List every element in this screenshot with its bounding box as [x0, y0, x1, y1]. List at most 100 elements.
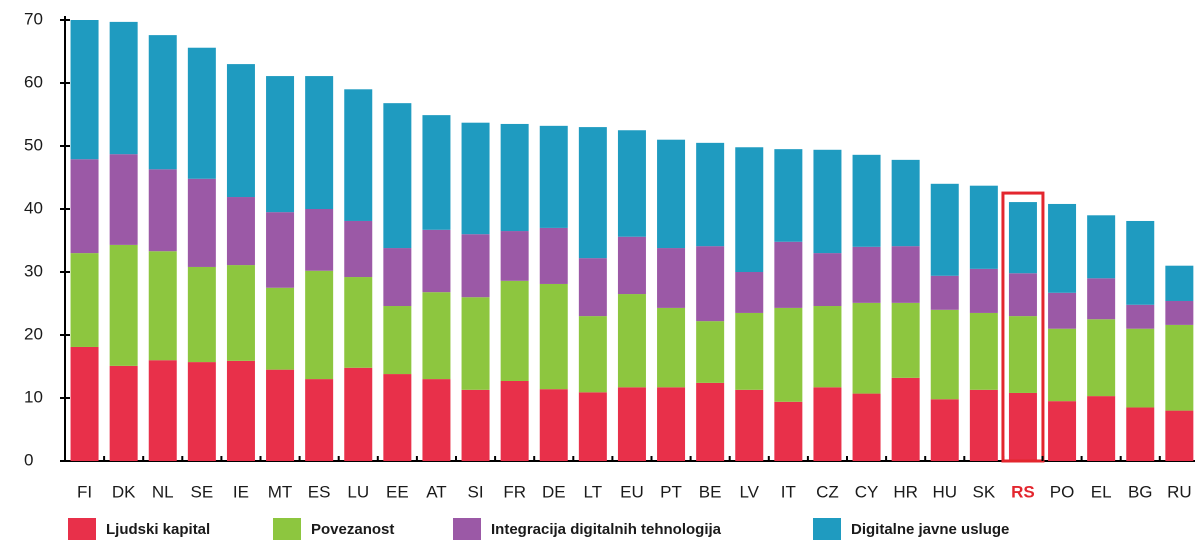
x-tick-label: IE [233, 482, 249, 501]
bar-segment [1126, 328, 1155, 408]
x-tick-label: FR [503, 482, 526, 501]
x-tick-label: ES [308, 482, 331, 501]
y-tick-label: 40 [24, 198, 43, 217]
bar-segment [1008, 202, 1037, 274]
bar-segment [852, 302, 881, 394]
x-tick-label: LV [739, 482, 759, 501]
bar-segment [891, 159, 920, 247]
bar-segment [657, 139, 686, 249]
bar-segment [383, 103, 412, 249]
bar-segment [226, 197, 255, 266]
y-tick-label: 0 [24, 450, 33, 469]
bar-segment [1126, 304, 1155, 329]
x-tick-label: LU [347, 482, 369, 501]
bar-segment [461, 297, 490, 390]
bar-segment [148, 35, 177, 170]
y-tick-label: 70 [24, 9, 43, 28]
bar-segment [1165, 300, 1194, 325]
bar-segment [774, 401, 803, 461]
bar-segment [1087, 278, 1116, 320]
bar-segment [657, 248, 686, 308]
bar-segment [266, 76, 295, 213]
bar-segment [930, 183, 959, 276]
bar-segment [500, 280, 529, 381]
bar-segment [891, 302, 920, 378]
bar-segment [852, 393, 881, 461]
y-tick-label: 60 [24, 72, 43, 91]
legend-swatch [813, 518, 841, 540]
bar-segment [813, 387, 842, 461]
bar-segment [344, 89, 373, 221]
bar-segment [500, 231, 529, 281]
x-tick-label: PO [1050, 482, 1075, 501]
bar-segment [578, 127, 607, 259]
x-tick-label: EL [1091, 482, 1112, 501]
bar-segment [1048, 203, 1077, 293]
bar-segment [539, 389, 568, 461]
bar-segment [735, 272, 764, 313]
bar-segment [500, 380, 529, 461]
x-tick-label: MT [268, 482, 293, 501]
bar-segment [813, 253, 842, 307]
bar-segment [1048, 328, 1077, 402]
legend-label: Integracija digitalnih tehnologija [491, 521, 722, 538]
bar-segment [109, 154, 138, 245]
x-tick-label: DK [112, 482, 136, 501]
bar-segment [930, 275, 959, 310]
x-tick-label: CY [855, 482, 879, 501]
bar-segment [539, 227, 568, 284]
bar-segment [422, 292, 451, 380]
x-tick-label: IT [781, 482, 796, 501]
x-tick-label: EE [386, 482, 409, 501]
x-tick-label: HR [893, 482, 918, 501]
bar-segment [70, 346, 99, 461]
bar-segment [696, 246, 725, 322]
bar-segment [696, 142, 725, 247]
bar-segment [539, 283, 568, 390]
legend-swatch [453, 518, 481, 540]
x-tick-label: SE [191, 482, 214, 501]
bar-segment [383, 248, 412, 307]
highlight-box [1001, 191, 1045, 463]
bar-segment [500, 123, 529, 232]
x-tick-label: SK [973, 482, 996, 501]
bar-segment [344, 367, 373, 461]
bar-segment [109, 21, 138, 155]
bar-segment [813, 149, 842, 254]
x-tick-label: LT [584, 482, 603, 501]
bar-segment [226, 64, 255, 198]
bar-segment [930, 399, 959, 461]
bar-segment [70, 159, 99, 254]
bar-segment [70, 20, 99, 160]
bar-segment [969, 389, 998, 461]
bar-segment [539, 125, 568, 228]
bar-segment [305, 379, 334, 461]
bar-segment [774, 241, 803, 308]
legend-label: Digitalne javne usluge [851, 521, 1009, 538]
bar-segment [148, 360, 177, 461]
bar-segment [657, 387, 686, 461]
bar-segment [187, 178, 216, 267]
bar-segment [774, 307, 803, 402]
legend-label: Ljudski kapital [106, 521, 210, 538]
x-tick-label: NL [152, 482, 174, 501]
y-tick-label: 20 [24, 324, 43, 343]
bar-segment [461, 389, 490, 461]
bar-segment [930, 309, 959, 400]
bar-segment [735, 312, 764, 390]
bar-segment [383, 374, 412, 461]
y-tick-label: 10 [24, 387, 43, 406]
x-tick-label: RS [1011, 482, 1035, 501]
bar-segment [891, 246, 920, 303]
bar-segment [1165, 265, 1194, 301]
bar-segment [617, 236, 646, 295]
x-tick-label: PT [660, 482, 682, 501]
legend-label: Povezanost [311, 521, 394, 538]
bar-segment [187, 47, 216, 179]
x-tick-label: RU [1167, 482, 1192, 501]
bar-segment [461, 122, 490, 235]
bar-segment [344, 220, 373, 278]
bar-segment [617, 130, 646, 237]
bar-segment [305, 209, 334, 271]
